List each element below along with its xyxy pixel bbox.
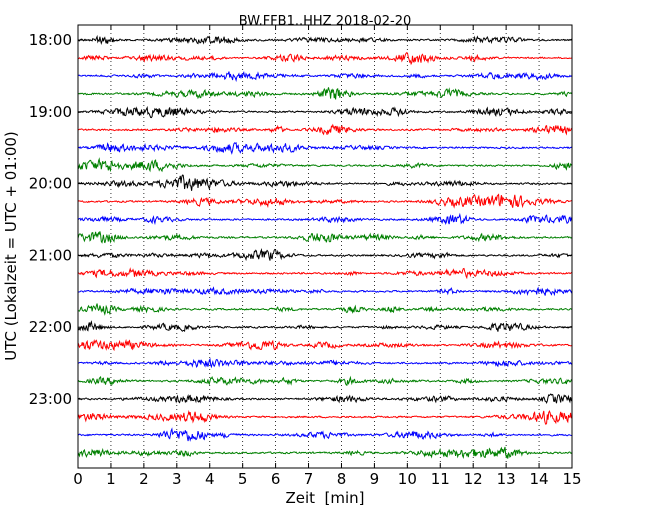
x-tick-label: 9	[370, 470, 380, 488]
x-tick-label: 6	[271, 470, 281, 488]
x-tick-label: 5	[238, 470, 248, 488]
trace-1945	[77, 157, 573, 173]
x-tick-label: 2	[139, 470, 149, 488]
trace-2300	[77, 393, 573, 404]
x-tick-label: 3	[172, 470, 182, 488]
y-tick-label: 23:00	[29, 390, 72, 408]
x-tick-label: 14	[530, 470, 549, 488]
trace-1930	[77, 141, 573, 155]
chart-title: BW.FFB1..HHZ 2018-02-20	[239, 14, 412, 29]
y-tick-label: 22:00	[29, 318, 72, 336]
x-tick-label: 1	[106, 470, 116, 488]
trace-2330	[77, 427, 573, 442]
trace-1845	[77, 87, 573, 100]
trace-1915	[77, 123, 573, 136]
x-tick-label: 0	[73, 470, 83, 488]
trace-2145	[77, 303, 573, 316]
x-tick-label: 10	[398, 470, 417, 488]
x-tick-label: 8	[337, 470, 347, 488]
trace-1800	[77, 34, 573, 46]
trace-2100	[77, 248, 573, 262]
y-tick-label: 21:00	[29, 246, 72, 264]
y-axis: 18:00 19:00 20:00 21:00 22:00 23:00	[29, 31, 572, 408]
trace-1830	[77, 70, 573, 83]
y-tick-label: 18:00	[29, 31, 72, 49]
trace-layer	[77, 34, 573, 460]
x-axis: 0 1 2 3 4 5 6 7 8 9 10 11 12 13 14 15	[73, 25, 582, 488]
trace-2245	[77, 375, 573, 387]
x-tick-label: 11	[431, 470, 450, 488]
y-axis-label: UTC (Lokalzeit = UTC + 01:00)	[2, 131, 20, 361]
trace-2115	[77, 267, 573, 280]
trace-2345	[77, 446, 573, 460]
x-axis-label: Zeit [min]	[285, 489, 364, 507]
x-tick-label: 13	[497, 470, 516, 488]
y-tick-label: 19:00	[29, 103, 72, 121]
trace-2045	[77, 231, 573, 244]
trace-2315	[77, 409, 573, 426]
trace-1900	[77, 105, 573, 119]
x-tick-label: 15	[562, 470, 581, 488]
x-tick-label: 12	[464, 470, 483, 488]
trace-2000	[77, 174, 573, 191]
trace-2015	[77, 193, 573, 209]
x-tick-label: 7	[304, 470, 314, 488]
y-tick-label: 20:00	[29, 175, 72, 193]
x-tick-label: 4	[205, 470, 215, 488]
trace-1815	[77, 51, 573, 66]
plot-frame	[77, 24, 573, 469]
trace-2215	[77, 338, 573, 352]
trace-2230	[77, 357, 573, 369]
trace-2030	[77, 212, 573, 226]
trace-2130	[77, 286, 573, 297]
trace-2200	[77, 320, 573, 332]
